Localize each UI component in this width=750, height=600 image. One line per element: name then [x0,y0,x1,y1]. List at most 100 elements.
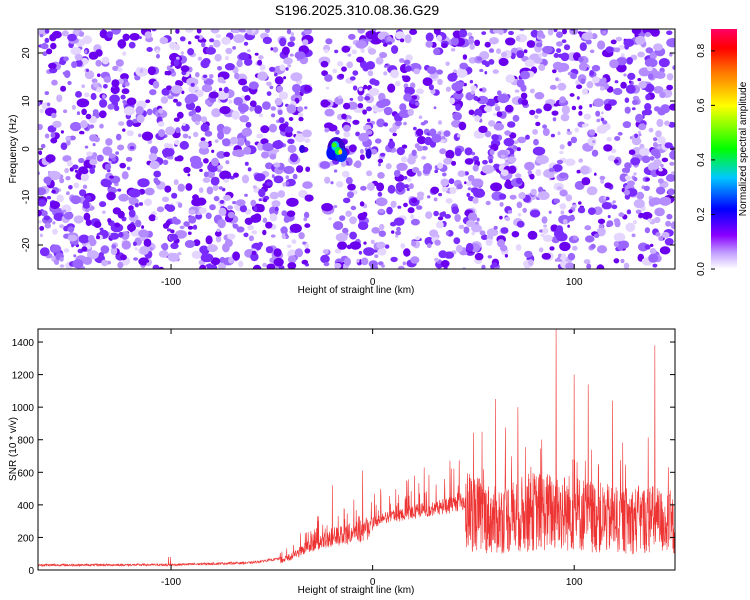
heatmap-cell [622,121,632,129]
heatmap-cell [383,122,389,127]
heatmap-cell [436,221,444,229]
heatmap-cell [324,122,334,130]
heatmap-cell [569,93,575,97]
heatmap-cell [441,186,448,193]
heatmap-cell [74,169,78,173]
heatmap-cell [468,38,475,45]
heatmap-cell [224,62,235,71]
heatmap-cell [410,82,416,89]
heatmap-cell [493,122,505,131]
heatmap-cell [383,64,387,68]
heatmap-cell [289,223,302,233]
heatmap-cell [644,103,652,111]
heatmap-cell [490,182,503,192]
heatmap-cell [346,118,352,124]
heatmap-cell [485,98,496,107]
heatmap-cell [664,142,673,149]
heatmap-cell [121,88,130,95]
heatmap-cell [535,169,542,176]
heatmap-cell [289,153,299,163]
heatmap-cell [217,66,222,71]
heatmap-cell [455,103,461,111]
heatmap-cell [265,29,270,34]
heatmap-cell [648,198,656,207]
heatmap-cell [170,64,173,68]
heatmap-cell [395,182,406,191]
heatmap-cell [443,157,453,165]
heatmap-cell [559,144,565,150]
heatmap-cell [146,238,150,242]
heatmap-cell [206,186,214,195]
heatmap-cell [620,81,627,89]
heatmap-cell [271,113,276,118]
heatmap-cell [576,96,580,100]
heatmap-cell [413,68,421,75]
heatmap-cell [50,132,56,138]
heatmap-cell [504,161,510,167]
heatmap-cell [571,105,577,111]
heatmap-cell [287,144,297,153]
heatmap-cell [352,70,359,76]
heatmap-cell [376,182,385,192]
heatmap-cell [487,255,492,259]
heatmap-cell [70,195,82,205]
heatmap-cell [179,140,189,150]
heatmap-cell [222,126,231,135]
heatmap-cell [393,217,405,226]
heatmap-cell [99,99,108,108]
heatmap-cell [217,168,222,173]
heatmap-cell [638,212,645,218]
heatmap-cell [126,130,134,137]
heatmap-cell [360,185,367,191]
heatmap-cell [403,176,408,180]
heatmap-cell [613,258,620,264]
heatmap-cell [403,248,411,257]
heatmap-cell [492,262,498,267]
heatmap-cell [211,108,222,118]
heatmap-cell [272,140,284,150]
heatmap-cell [408,183,414,190]
heatmap-cell [526,40,536,48]
heatmap-cell [467,32,473,37]
heatmap-cell [269,66,276,72]
heatmap-cell [219,199,225,204]
heatmap-cell [638,130,641,134]
heatmap-cell [626,180,636,187]
heatmap-cell [641,155,651,164]
heatmap-cell [491,134,499,141]
heatmap-cell [63,248,70,253]
heatmap-cell [565,262,575,269]
heatmap-cell [271,200,281,208]
heatmap-cell [458,224,465,230]
heatmap-cell [188,209,196,215]
heatmap-cell [356,258,360,263]
heatmap-cell [606,220,614,227]
heatmap-cell [387,184,396,194]
heatmap-cell [184,240,195,248]
heatmap-cell [283,76,287,80]
heatmap-cell [535,42,543,48]
heatmap-cell [270,106,276,111]
heatmap-cell [138,257,150,266]
heatmap-cell [203,158,209,164]
heatmap-cell [261,151,269,159]
heatmap-peak-cell [299,145,306,153]
heatmap-cell [175,127,181,134]
heatmap-cell [524,161,535,171]
heatmap-cell [195,89,204,98]
heatmap-cell [298,232,305,240]
heatmap-cell [244,95,251,101]
heatmap-cell [177,202,183,208]
heatmap-cell [658,236,664,242]
heatmap-cell [101,56,110,65]
heatmap-cell [378,261,384,266]
heatmap-cell [366,170,373,177]
heatmap-cell [67,80,72,86]
heatmap-cell [517,212,522,217]
heatmap-cell [498,57,509,67]
heatmap-cell [117,188,122,192]
heatmap-cell [247,167,252,172]
heatmap-cell [134,75,141,81]
heatmap-cell [391,230,395,234]
heatmap-cell [253,213,262,221]
